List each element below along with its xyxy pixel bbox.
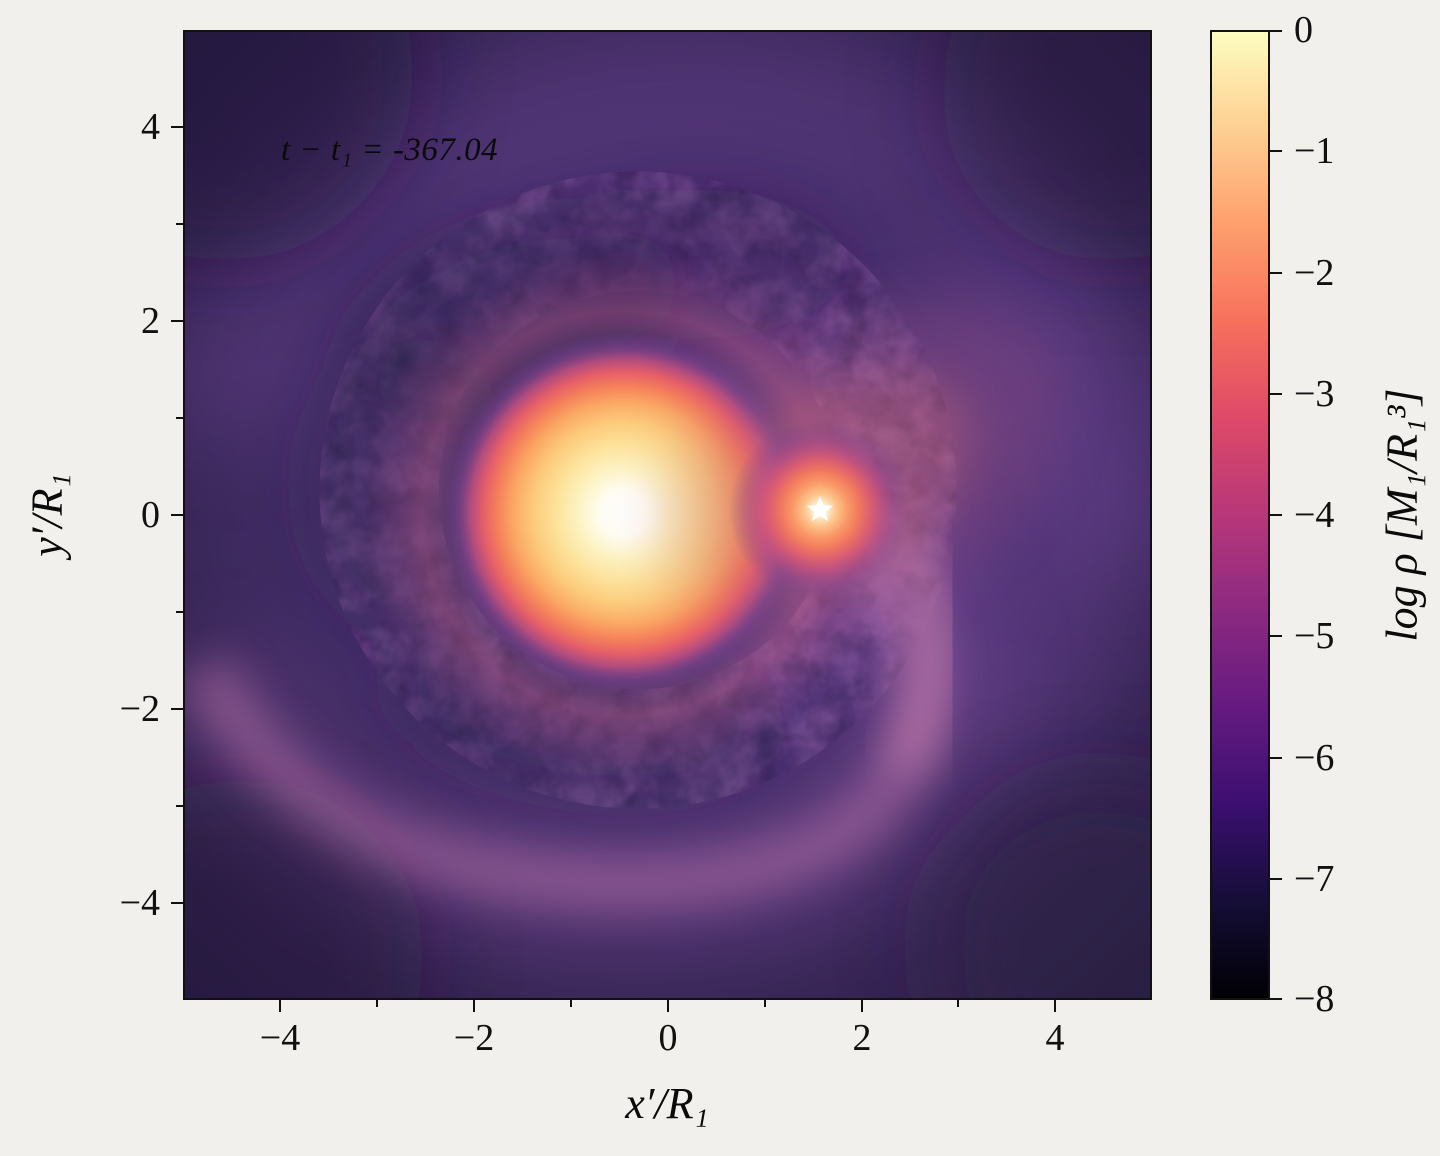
y-tick-mark bbox=[171, 708, 183, 710]
y-minor-tick-mark bbox=[176, 417, 183, 419]
y-minor-tick-mark bbox=[176, 611, 183, 613]
companion-star bbox=[655, 302, 1060, 629]
y-axis-label: y′/R₁ bbox=[22, 473, 72, 557]
colorbar-tick-mark bbox=[1270, 30, 1282, 32]
y-tick-label: −4 bbox=[119, 882, 160, 924]
colorbar bbox=[1210, 30, 1270, 1000]
colorbar-tick-label: −4 bbox=[1294, 494, 1335, 536]
y-tick-mark bbox=[171, 126, 183, 128]
x-axis-label: x′/R₁ bbox=[625, 1079, 709, 1128]
colorbar-tick-mark bbox=[1270, 998, 1282, 1000]
y-tick-label: −2 bbox=[119, 688, 160, 730]
x-tick-label: −2 bbox=[453, 1017, 495, 1059]
colorbar-tick-label: −8 bbox=[1294, 978, 1335, 1020]
y-tick-mark bbox=[171, 514, 183, 516]
heatmap-plot: t − t₁ = -367.04 bbox=[183, 30, 1152, 1000]
colorbar-tick-label: −2 bbox=[1294, 252, 1335, 294]
colorbar-tick-mark bbox=[1270, 150, 1282, 152]
y-tick-label: 4 bbox=[141, 106, 160, 148]
x-tick-mark bbox=[861, 1000, 863, 1012]
y-tick-label: 2 bbox=[141, 300, 160, 342]
x-tick-label: 0 bbox=[658, 1017, 678, 1059]
colorbar-tick-mark bbox=[1270, 514, 1282, 516]
colorbar-tick-mark bbox=[1270, 878, 1282, 880]
colorbar-tick-mark bbox=[1270, 393, 1282, 395]
colorbar-label: log ρ [M₁/R₁³] bbox=[1377, 388, 1427, 642]
x-tick-mark bbox=[1054, 1000, 1056, 1012]
y-minor-tick-mark bbox=[176, 805, 183, 807]
time-annotation: t − t₁ = -367.04 bbox=[281, 132, 499, 168]
y-tick-mark bbox=[171, 320, 183, 322]
x-tick-label: 4 bbox=[1045, 1017, 1065, 1059]
y-tick-label: 0 bbox=[141, 494, 160, 536]
x-minor-tick-mark bbox=[957, 1000, 959, 1007]
x-minor-tick-mark bbox=[376, 1000, 378, 1007]
colorbar-tick-label: 0 bbox=[1294, 9, 1313, 51]
colorbar-tick-mark bbox=[1270, 757, 1282, 759]
x-minor-tick-mark bbox=[570, 1000, 572, 1007]
x-minor-tick-mark bbox=[764, 1000, 766, 1007]
colorbar-tick-label: −3 bbox=[1294, 373, 1335, 415]
density-heatmap bbox=[185, 32, 1150, 998]
y-minor-tick-mark bbox=[176, 223, 183, 225]
y-tick-mark bbox=[171, 902, 183, 904]
x-tick-mark bbox=[279, 1000, 281, 1012]
colorbar-tick-label: −1 bbox=[1294, 130, 1335, 172]
x-tick-label: −4 bbox=[259, 1017, 301, 1059]
colorbar-tick-label: −6 bbox=[1294, 737, 1335, 779]
x-tick-mark bbox=[473, 1000, 475, 1012]
colorbar-tick-mark bbox=[1270, 635, 1282, 637]
colorbar-tick-label: −5 bbox=[1294, 615, 1335, 657]
x-tick-mark bbox=[667, 1000, 669, 1012]
colorbar-tick-label: −7 bbox=[1294, 858, 1335, 900]
colorbar-tick-mark bbox=[1270, 272, 1282, 274]
companion-marker-star bbox=[806, 496, 834, 522]
x-tick-label: 2 bbox=[852, 1017, 872, 1059]
